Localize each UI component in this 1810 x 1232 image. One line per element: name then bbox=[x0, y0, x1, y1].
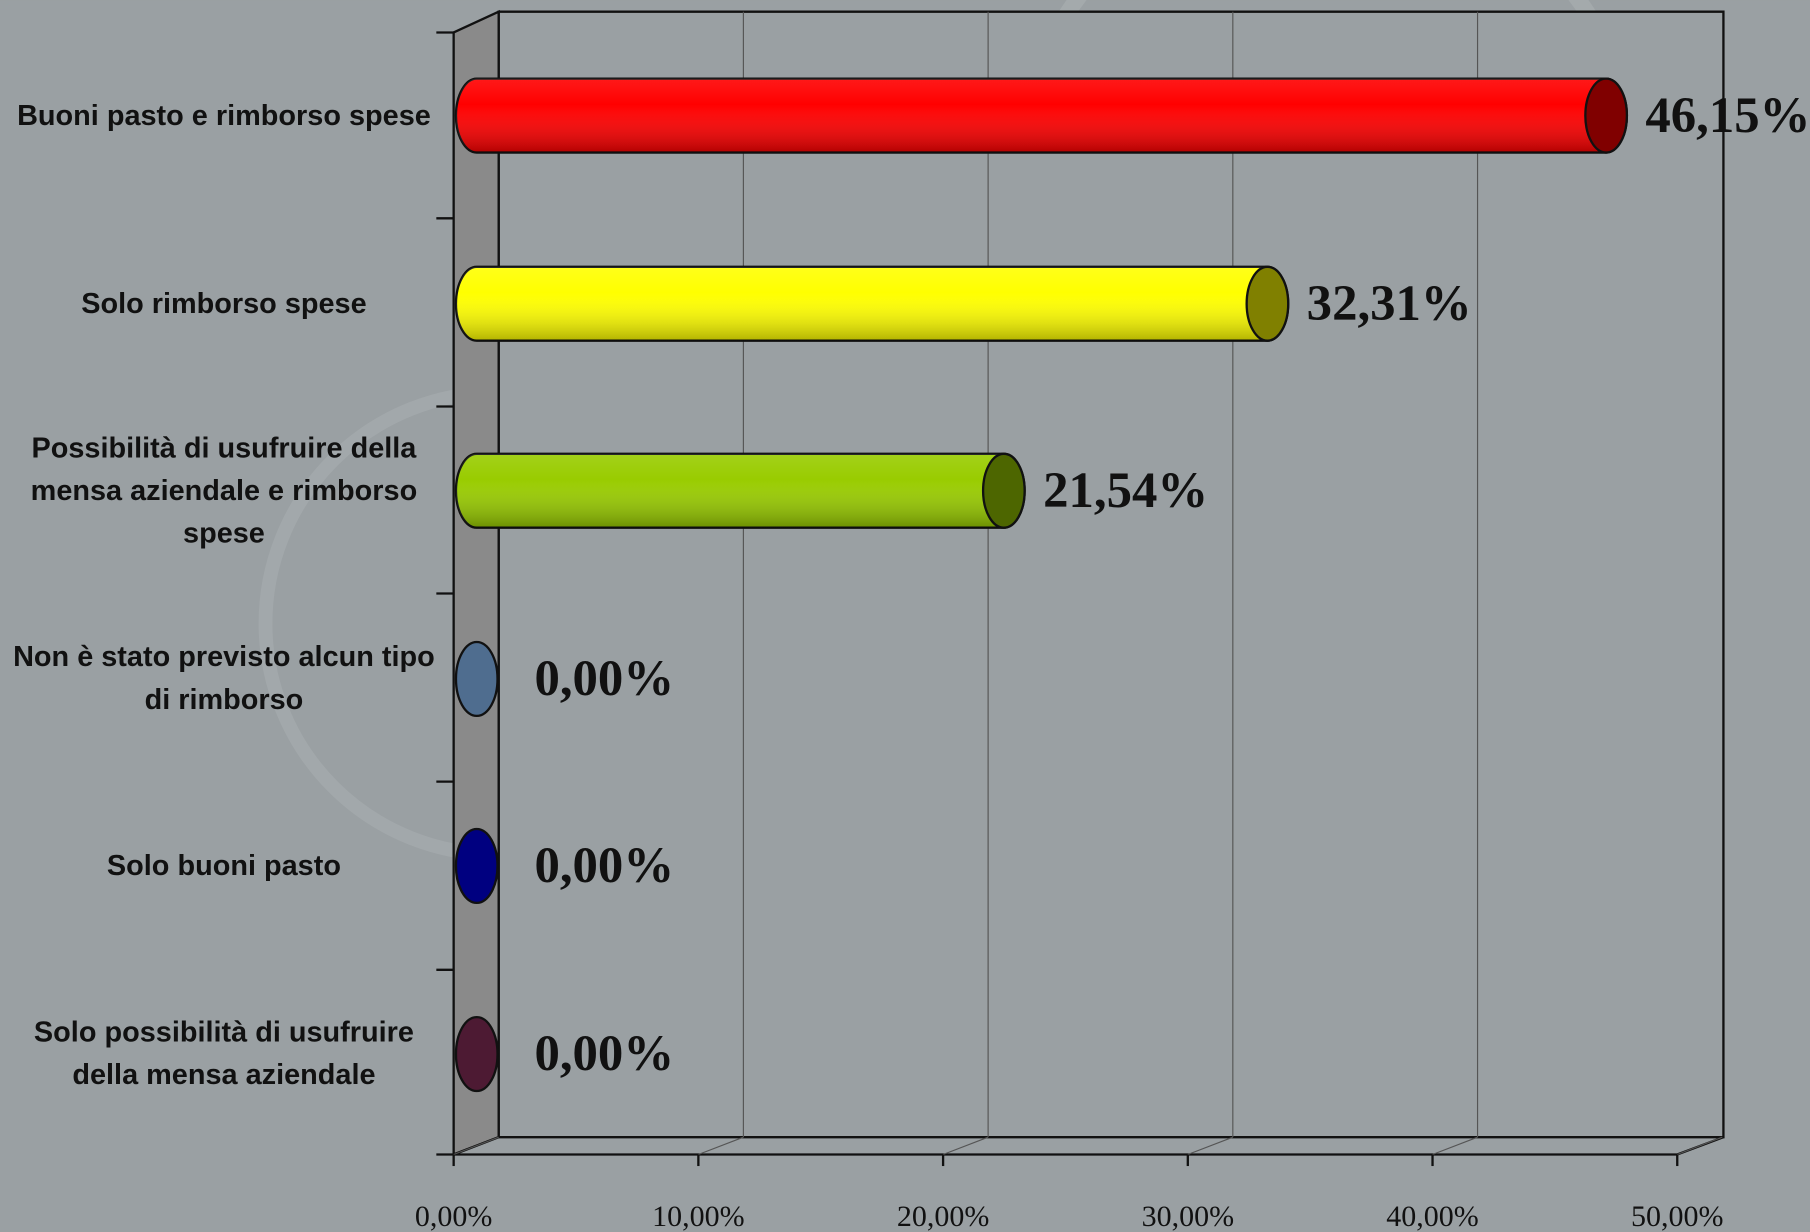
floor-line bbox=[942, 1136, 989, 1156]
value-label: 46,15% bbox=[1645, 87, 1810, 143]
category-label: Buoni pasto e rimborso spese bbox=[17, 98, 431, 132]
category-label: Possibilità di usufruire della mensa azi… bbox=[30, 431, 418, 550]
bar-cap bbox=[1245, 265, 1290, 342]
category-ticks bbox=[436, 31, 454, 1156]
back-wall bbox=[497, 10, 1725, 1139]
category-label-box: Buoni pasto e rimborso spese bbox=[17, 98, 431, 132]
bar-shade bbox=[455, 266, 1268, 341]
category-label: Non è stato previsto alcun tipo di rimbo… bbox=[13, 640, 435, 716]
x-tick-label: 30,00% bbox=[1142, 1200, 1235, 1232]
floor-line bbox=[1187, 1136, 1234, 1156]
bar bbox=[454, 77, 1629, 154]
bar-shade bbox=[455, 453, 1004, 528]
value-label: 0,00% bbox=[534, 650, 674, 706]
category-label: Solo possibilità di usufruire della mens… bbox=[33, 1015, 414, 1092]
bar bbox=[454, 452, 1026, 529]
category-label-box: Solo possibilità di usufruire della mens… bbox=[33, 1015, 414, 1092]
value-label: 21,54% bbox=[1043, 462, 1208, 518]
x-tick-label: 20,00% bbox=[897, 1200, 990, 1232]
value-label: 0,00% bbox=[534, 1025, 674, 1081]
floor-line bbox=[1677, 1136, 1723, 1156]
bar-cap bbox=[454, 827, 499, 905]
bar-cap bbox=[981, 452, 1026, 529]
floor bbox=[453, 1136, 1724, 1156]
value-label: 32,31% bbox=[1307, 275, 1472, 331]
x-tick-label: 0,00% bbox=[415, 1200, 493, 1232]
category-label-box: Possibilità di usufruire della mensa azi… bbox=[30, 431, 418, 550]
floor-line bbox=[698, 1136, 744, 1156]
floor-line bbox=[453, 1136, 499, 1156]
bar bbox=[454, 265, 1290, 342]
bar-cap bbox=[454, 640, 499, 718]
bar-shade bbox=[455, 78, 1607, 153]
bar bbox=[454, 827, 499, 905]
bar-cap bbox=[1584, 77, 1629, 154]
bar-cap bbox=[454, 1015, 499, 1093]
value-label: 0,00% bbox=[534, 837, 674, 893]
x-tick-label: 40,00% bbox=[1386, 1200, 1479, 1232]
bar bbox=[454, 640, 499, 718]
x-tick-label: 10,00% bbox=[652, 1200, 745, 1232]
grid bbox=[453, 11, 1723, 1156]
x-tick-label: 50,00% bbox=[1631, 1200, 1723, 1232]
bar bbox=[454, 1015, 499, 1093]
category-label-box: Solo buoni pasto bbox=[106, 849, 341, 882]
category-label-box: Solo rimborso spese bbox=[81, 287, 367, 320]
category-label-box: Non è stato previsto alcun tipo di rimbo… bbox=[13, 640, 435, 716]
side-wall bbox=[452, 9, 500, 1157]
category-label: Solo buoni pasto bbox=[106, 849, 341, 882]
category-label: Solo rimborso spese bbox=[81, 287, 367, 320]
floor-line bbox=[1432, 1136, 1478, 1156]
